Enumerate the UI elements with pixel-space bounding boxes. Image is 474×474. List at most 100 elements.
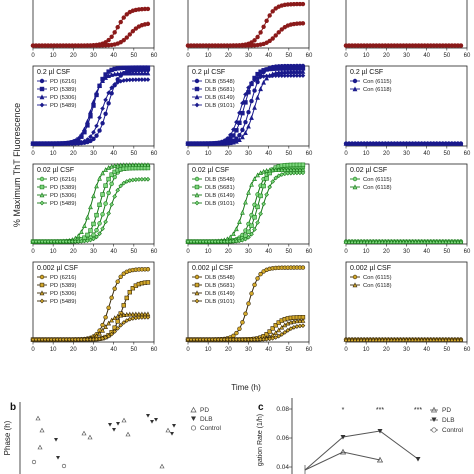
panel-r2-c2-legend-marker-0 <box>352 176 358 182</box>
panel-c-star-1: *** <box>376 407 384 414</box>
series-r3-c1-s1-point <box>270 326 275 331</box>
panel-r3-c1-xtick-label-3: 30 <box>245 347 252 353</box>
panel-r3-c0-xtick-label-5: 50 <box>130 347 137 353</box>
series-r2-c2-s1-markers <box>343 239 464 244</box>
series-r3-c1-s0-point <box>237 326 242 331</box>
series-r3-c1-s3-point <box>191 337 197 342</box>
series-r1-c2-s1-point <box>364 141 370 146</box>
series-r3-c0-s3-point <box>115 326 121 331</box>
series-r2-c0-s2-point <box>100 170 105 176</box>
series-r2-c1-s2-point <box>234 226 239 232</box>
panel-b-point-10 <box>112 428 116 432</box>
series-r1-c1-s3-point <box>246 85 251 90</box>
series-r3-c2-s1-point <box>428 337 434 342</box>
series-r1-c0-s2-markers <box>30 70 151 146</box>
series-r2-c2-s1-point <box>413 239 418 244</box>
series-r2-c0-s2-point <box>124 162 130 168</box>
series-r2-c0-s3-point <box>94 234 99 240</box>
series-r3-c1-s0-point <box>255 276 260 281</box>
panel-r2-c1-legend-text-3: DLB (9101) <box>205 201 235 207</box>
series-r2-c1-s3-point <box>243 236 248 242</box>
panel-r2-c2-xtick-label-2: 20 <box>383 249 390 255</box>
series-r2-c2-s1-point <box>452 239 458 244</box>
series-r2-c2-s1-point <box>358 239 364 244</box>
series-r2-c0-s1-point <box>97 202 102 207</box>
series-r3-c1-s3-point <box>234 337 239 342</box>
panel-r0-c0-xtick-label-4: 40 <box>110 53 117 59</box>
panel-r0-c1-xtick-label-3: 30 <box>245 53 252 59</box>
series-r3-c1-s3-point <box>188 337 194 342</box>
series-r2-c0-s2-point <box>79 229 84 235</box>
panel-r1-c0-legend-text-1: PD (5389) <box>50 87 76 93</box>
panel-r0-c0-xtick-label-6: 60 <box>151 53 158 59</box>
panel-r1-c1-legend-marker-2 <box>194 94 200 100</box>
series-r2-c0-s3-point <box>48 239 54 244</box>
series-r3-c1-s3-point <box>203 337 209 342</box>
series-r3-c0-s1-point <box>112 325 117 330</box>
panel-r2-c1-legend-text-2: DLB (6149) <box>205 193 235 199</box>
panel-r3-c0: 0 10 20 30 40 50 60 0.002 µl CSF PD (6216) PD (53… <box>30 261 158 353</box>
series-r1-c0-s3-point <box>100 106 105 111</box>
series-r0-c1-s1-point <box>267 38 272 44</box>
panel-b-point-3 <box>54 438 58 442</box>
series-r2-c0-s2-point <box>142 162 148 168</box>
series-r3-c2-s1-point <box>379 337 385 342</box>
series-r2-c1-s3-point <box>185 239 191 244</box>
series-r2-c2-s1-point <box>422 239 428 244</box>
series-r2-c0-s3-point <box>36 239 42 244</box>
panel-r1-c1-legend-text-3: DLB (9101) <box>205 103 235 109</box>
series-r0-c1-s1-point <box>270 36 275 41</box>
panel-b-legend-dlb-marker <box>191 416 196 421</box>
series-r0-c2-s1-markers <box>343 43 464 48</box>
panel-c-point-pd-2 <box>376 456 384 463</box>
series-r2-c0-s1-point <box>85 232 90 238</box>
panel-b-letter: b <box>10 402 16 413</box>
series-r3-c1-s0-point <box>300 265 306 270</box>
series-r3-c0-s3-point <box>57 337 63 342</box>
series-r0-c1-s1-point <box>276 30 281 35</box>
series-r3-c0-s1-point <box>115 319 120 324</box>
series-r3-c0-s3-markers <box>30 314 151 342</box>
panel-b-point-11 <box>116 422 120 426</box>
panel-r1-c1-legend-marker-1 <box>194 86 200 92</box>
series-r3-c1-s3-point <box>185 337 191 342</box>
series-r2-c0-s3-point <box>57 239 63 244</box>
series-r1-c1-s2-point <box>261 79 267 85</box>
series-r2-c2-s1-point <box>431 239 437 244</box>
series-r3-c1-s2-point <box>291 318 297 324</box>
panel-r2-c2-xtick-label-4: 40 <box>423 249 430 255</box>
series-r2-c2-s1-point <box>416 239 421 244</box>
series-r2-c1-s1-point <box>246 229 251 235</box>
series-r1-c1-s3-point <box>300 73 306 78</box>
series-r2-c0-s3-point <box>45 239 51 244</box>
series-r3-c0-s0-point <box>112 286 117 291</box>
panel-r3-c0-xtick-label-0: 0 <box>31 347 35 353</box>
series-r2-c1-s2-point <box>270 167 276 173</box>
panel-r3-c1-xtick-label-1: 10 <box>205 347 212 353</box>
panel-r0-c0-frame <box>32 0 155 49</box>
series-r3-c1-s3-point <box>243 337 248 342</box>
series-r1-c2-s1-point <box>419 141 425 146</box>
panel-r3-c0-xtick-label-6: 60 <box>151 347 158 353</box>
series-r3-c0-s3-point <box>85 337 90 342</box>
panel-r2-c1-legend-text-1: DLB (5681) <box>205 185 235 191</box>
series-r1-c2-s1-point <box>422 141 428 146</box>
series-r2-c2-s1-point <box>401 239 406 244</box>
series-r3-c1-s3-point <box>300 323 306 328</box>
series-r1-c1-s3-point <box>270 73 276 79</box>
series-r3-c1-s2-point <box>279 324 285 330</box>
series-r3-c1-s3-point <box>282 330 288 335</box>
series-r2-c1-s1-point <box>264 176 269 181</box>
panel-b-point-16 <box>154 418 158 422</box>
panel-r1-c2-legend-marker-0 <box>352 78 358 84</box>
series-r1-c1-s0-point <box>249 98 254 104</box>
series-r2-c0-s2-point <box>97 175 102 181</box>
series-r3-c1-s0-point <box>252 282 257 288</box>
panel-r2-c2-xtick-label-6: 60 <box>464 249 471 255</box>
series-r0-c0-s1-point <box>127 32 133 37</box>
series-r1-c2-s1-point <box>413 141 418 146</box>
series-r3-c2-s1-point <box>425 337 431 342</box>
panel-r2-c1-xtick-label-1: 10 <box>205 249 212 255</box>
series-r1-c0-s3-point <box>63 141 69 146</box>
series-r2-c2-s1-point <box>364 239 370 244</box>
